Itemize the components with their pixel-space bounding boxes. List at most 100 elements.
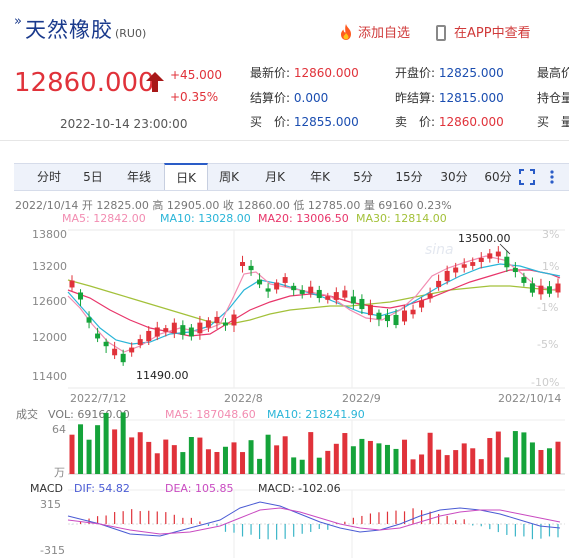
macd-tick: -315 [40,544,65,557]
kline-chart[interactable]: sina 13800 13200 12600 12000 11400 3% 1%… [0,224,569,558]
candle [95,333,101,339]
tab-weekly-k[interactable]: 周K [219,170,239,184]
volume-bar [402,439,408,474]
volume-bar [529,442,535,474]
y-tick: 12600 [32,295,67,308]
candle [453,267,459,273]
volume-bar [180,452,186,474]
tab-5day[interactable]: 5日 [83,170,103,184]
price-change-pct: +0.35% [170,90,219,104]
candle [512,267,518,273]
candle [188,327,194,337]
volume-bar [205,449,211,474]
candle [504,256,510,268]
up-arrow-icon [146,72,164,92]
pct-tick: 1% [542,260,559,273]
candle [231,314,237,326]
y-tick: 11400 [32,370,67,383]
volume-bar [231,442,237,474]
volume-bar [222,446,228,474]
ma10-label: MA10: 13028.00 [160,212,251,225]
candle [402,310,408,322]
volume-bar [427,432,433,474]
candle [410,309,416,315]
x-tick: 2022/7/12 [70,392,126,405]
volume-bar [240,452,246,474]
candle [538,285,544,295]
macd-dif: DIF: 54.82 [74,482,130,495]
candle [154,327,160,337]
volume-bar [453,450,459,474]
candle [171,322,177,334]
candle [546,286,552,294]
tab-monthly-k[interactable]: 月K [265,170,285,184]
candle [299,290,305,294]
tab-intraday[interactable]: 分时 [36,170,61,184]
tab-15min[interactable]: 15分 [395,170,423,184]
volume-bar [546,448,552,474]
tab-daily-k[interactable]: 日K [164,163,208,190]
volume-bar [112,429,118,474]
period-tabs: 分时 5日 年线 日K 周K 月K 年K 5分 15分 30分 60分 [14,163,569,191]
volume-bar [538,449,544,474]
instrument-name: 天然橡胶 [24,18,113,42]
tab-year-line[interactable]: 年线 [126,170,151,184]
watermark: sina [425,242,454,258]
volume-bars [69,412,561,474]
last-price: 12860.000 [14,68,155,98]
tab-60min[interactable]: 60分 [484,170,512,184]
pct-tick: 3% [542,228,559,241]
ma30-label: MA30: 12814.00 [356,212,447,225]
fullscreen-icon[interactable] [519,169,535,185]
quote-datetime: 2022-10-14 23:00:00 [60,117,188,131]
candle [120,353,126,363]
candle [129,347,135,353]
volume-bar [188,437,194,474]
volume-bar [214,451,220,474]
add-favorite-button[interactable]: 添加自选 [338,22,410,41]
tab-5min[interactable]: 5分 [353,170,373,184]
field-settle: 结算价: 0.000 [250,91,329,105]
pct-tick: -5% [537,338,558,351]
instrument-title: »天然橡胶 (RU0) [14,14,146,44]
tab-yearly-k[interactable]: 年K [310,170,330,184]
vol-tick: 64 [52,423,66,436]
double-chevron-icon: » [14,14,23,29]
y-tick: 12000 [32,331,67,344]
macd-value: MACD: -102.06 [258,482,341,495]
field-bid: 买 价: 12855.000 [250,115,359,129]
volume-bar [342,433,348,474]
candle [222,322,228,326]
open-in-app-button[interactable]: 在APP中查看 [436,22,531,41]
volume-bar [470,448,476,474]
x-tick: 2022/9 [342,392,381,405]
candle [265,288,271,292]
volume-bar [333,443,339,474]
volume-bar [129,437,135,474]
y-tick: 13200 [32,260,67,273]
volume-bar [436,449,442,474]
more-icon[interactable] [544,169,560,185]
dea-line [67,507,561,535]
volume-bar [146,441,152,474]
candle [146,330,152,342]
candle [393,314,399,326]
volume-bar [376,443,382,474]
volume-bar [86,439,92,474]
candle [342,290,348,298]
volume-bar [95,425,101,474]
candle [555,283,561,293]
volume-bar [103,412,109,474]
candle [470,262,476,266]
candle [350,296,356,304]
candle [205,320,211,328]
candle [316,289,322,299]
field-open-interest: 持仓量 [537,91,569,105]
candle [180,325,186,335]
volume-bar [478,459,484,474]
volume-bar [282,436,288,474]
candle [461,264,467,268]
tab-30min[interactable]: 30分 [440,170,468,184]
vol-tick: 万 [54,466,65,479]
volume-bar [265,434,271,474]
